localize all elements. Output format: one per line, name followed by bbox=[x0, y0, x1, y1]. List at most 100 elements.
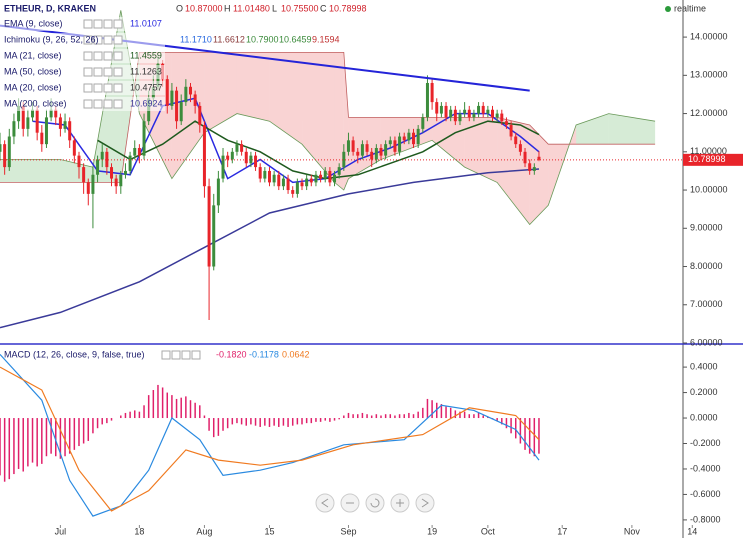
icon bbox=[396, 499, 404, 507]
macd-line bbox=[0, 353, 540, 517]
last-price-box bbox=[683, 153, 743, 166]
candle-body bbox=[453, 109, 457, 122]
cloud-segment bbox=[432, 117, 465, 168]
y-tick-label: 12.00000 bbox=[690, 108, 728, 118]
candle-body bbox=[226, 155, 230, 160]
candle-body bbox=[514, 136, 518, 145]
legend-icon[interactable] bbox=[93, 19, 103, 29]
candle-body bbox=[528, 163, 532, 171]
y-tick-label: 10.00000 bbox=[690, 184, 728, 194]
x-tick-label: 19 bbox=[427, 526, 437, 536]
candle-body bbox=[486, 109, 490, 114]
legend-icon[interactable] bbox=[191, 350, 201, 360]
legend-icon[interactable] bbox=[93, 35, 103, 45]
zoom-controls bbox=[315, 493, 435, 513]
ohlc-label: H bbox=[224, 3, 231, 13]
legend-icon[interactable] bbox=[83, 67, 93, 77]
candle-body bbox=[105, 151, 109, 168]
y-tick-label: 0.0000 bbox=[690, 412, 718, 422]
candle-body bbox=[444, 105, 448, 118]
candle-body bbox=[49, 109, 53, 118]
legend-icon[interactable] bbox=[83, 35, 93, 45]
candle-body bbox=[356, 151, 360, 156]
candle-body bbox=[86, 182, 90, 194]
candle-body bbox=[207, 186, 211, 267]
legend-icon[interactable] bbox=[181, 350, 191, 360]
indicator-name: EMA (9, close) bbox=[4, 18, 63, 28]
legend-backdrop bbox=[0, 81, 165, 95]
ohlc-label: O bbox=[176, 3, 183, 13]
candle-body bbox=[82, 167, 86, 183]
zoom-button[interactable] bbox=[315, 493, 335, 513]
legend-icon[interactable] bbox=[113, 83, 123, 93]
candle-body bbox=[188, 86, 192, 95]
candle-body bbox=[421, 117, 425, 129]
candle-body bbox=[467, 109, 471, 118]
candle-body bbox=[202, 125, 206, 187]
candle-body bbox=[477, 105, 481, 114]
macd-line bbox=[0, 366, 540, 512]
ohlc-value: 11.01480 bbox=[233, 3, 270, 13]
legend-icon[interactable] bbox=[93, 83, 103, 93]
indicator-name: Ichimoku (9, 26, 52, 26) bbox=[4, 34, 99, 44]
candle-body bbox=[458, 113, 462, 122]
legend-icon[interactable] bbox=[83, 19, 93, 29]
candle-body bbox=[96, 159, 100, 175]
legend-icon[interactable] bbox=[103, 19, 113, 29]
candle-body bbox=[425, 82, 429, 118]
candle-body bbox=[328, 170, 332, 183]
indicator-value: 11.0107 bbox=[130, 18, 162, 28]
legend-icon[interactable] bbox=[113, 35, 123, 45]
y-tick-label: 0.4000 bbox=[690, 361, 718, 371]
legend-icon[interactable] bbox=[113, 67, 123, 77]
legend-icon[interactable] bbox=[161, 350, 171, 360]
icon bbox=[421, 498, 429, 508]
y-tick-label: -0.6000 bbox=[690, 489, 721, 499]
candle-body bbox=[249, 155, 253, 164]
ohlc-value: 10.87000 bbox=[185, 3, 223, 13]
legend-icon[interactable] bbox=[83, 51, 93, 61]
y-tick-label: 14.00000 bbox=[690, 31, 728, 41]
legend-icon[interactable] bbox=[103, 67, 113, 77]
legend-icon[interactable] bbox=[103, 35, 113, 45]
legend-icon[interactable] bbox=[113, 51, 123, 61]
cloud-segment bbox=[529, 125, 549, 225]
legend-icon[interactable] bbox=[93, 51, 103, 61]
legend-icon[interactable] bbox=[93, 99, 103, 109]
cloud-segment bbox=[236, 52, 270, 122]
legend-icon[interactable] bbox=[103, 83, 113, 93]
candle-body bbox=[198, 105, 202, 126]
candle-body bbox=[439, 105, 443, 114]
candle-body bbox=[119, 174, 123, 187]
legend-icon[interactable] bbox=[103, 99, 113, 109]
legend-backdrop bbox=[0, 97, 165, 111]
zoom-button[interactable] bbox=[365, 493, 385, 513]
y-tick-label: 13.00000 bbox=[690, 70, 728, 80]
indicator-value: 11.1263 bbox=[130, 66, 162, 76]
x-tick-label: 15 bbox=[264, 526, 274, 536]
legend-icon[interactable] bbox=[113, 99, 123, 109]
candle-body bbox=[346, 140, 350, 152]
legend-icon[interactable] bbox=[113, 19, 123, 29]
candle-body bbox=[114, 178, 118, 187]
y-tick-label: 11.00000 bbox=[690, 146, 727, 156]
x-tick-label: Oct bbox=[481, 526, 496, 536]
candle-body bbox=[258, 167, 262, 179]
zoom-button[interactable] bbox=[415, 493, 435, 513]
candle-body bbox=[77, 155, 81, 168]
legend-icon[interactable] bbox=[83, 99, 93, 109]
price-pane: 11.0107 11.1710 11.6612 10.7900 10.6459 9.159… bbox=[0, 10, 743, 329]
candle-body bbox=[240, 144, 244, 152]
cloud-segment bbox=[204, 52, 237, 133]
legend-icon[interactable] bbox=[83, 83, 93, 93]
candle-body bbox=[170, 90, 174, 106]
candle-body bbox=[319, 174, 323, 179]
legend-icon[interactable] bbox=[103, 51, 113, 61]
candle-body bbox=[384, 144, 388, 156]
legend-icon[interactable] bbox=[171, 350, 181, 360]
legend-icon[interactable] bbox=[93, 67, 103, 77]
x-tick-label: Sep bbox=[340, 526, 356, 536]
y-tick-label: 0.2000 bbox=[690, 387, 718, 397]
x-tick-label: Nov bbox=[624, 526, 641, 536]
candle-body bbox=[337, 167, 341, 175]
